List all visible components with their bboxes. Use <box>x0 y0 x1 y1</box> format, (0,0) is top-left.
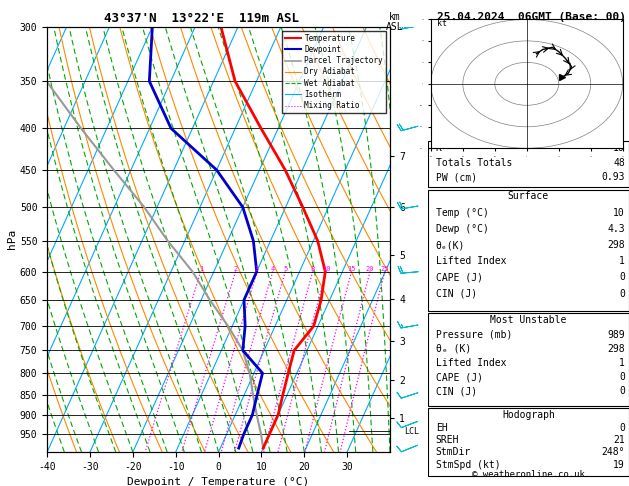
Text: 25.04.2024  06GMT (Base: 00): 25.04.2024 06GMT (Base: 00) <box>437 12 626 22</box>
Text: Totals Totals: Totals Totals <box>436 158 512 168</box>
Text: 1: 1 <box>619 256 625 266</box>
X-axis label: Dewpoint / Temperature (°C): Dewpoint / Temperature (°C) <box>128 477 309 486</box>
Text: StmDir: StmDir <box>436 447 471 457</box>
Text: θₑ(K): θₑ(K) <box>436 240 465 250</box>
Text: PW (cm): PW (cm) <box>436 172 477 182</box>
Text: 0: 0 <box>619 289 625 299</box>
Bar <box>428 190 629 311</box>
Text: 20: 20 <box>366 265 374 272</box>
Text: 5: 5 <box>283 265 287 272</box>
Text: 10: 10 <box>322 265 330 272</box>
Text: 1: 1 <box>619 358 625 368</box>
Text: km
ASL: km ASL <box>386 12 404 32</box>
Text: 25: 25 <box>381 265 389 272</box>
Text: LCL: LCL <box>404 427 419 436</box>
Text: 989: 989 <box>608 330 625 340</box>
Bar <box>428 313 629 406</box>
Text: 0.93: 0.93 <box>601 172 625 182</box>
Text: 8: 8 <box>311 265 315 272</box>
Text: 4.3: 4.3 <box>608 224 625 234</box>
Text: 0: 0 <box>619 422 625 433</box>
Text: EH: EH <box>436 422 447 433</box>
Text: 0: 0 <box>619 273 625 282</box>
Text: 4: 4 <box>270 265 275 272</box>
Text: 3: 3 <box>255 265 259 272</box>
Text: Temp (°C): Temp (°C) <box>436 208 489 218</box>
Text: Most Unstable: Most Unstable <box>490 315 567 326</box>
Text: SREH: SREH <box>436 435 459 445</box>
Text: Surface: Surface <box>508 191 549 202</box>
Text: kt: kt <box>437 19 447 28</box>
Text: 43°37'N  13°22'E  119m ASL: 43°37'N 13°22'E 119m ASL <box>104 12 299 25</box>
Text: CAPE (J): CAPE (J) <box>436 372 483 382</box>
Text: Lifted Index: Lifted Index <box>436 256 506 266</box>
Text: θₑ (K): θₑ (K) <box>436 344 471 354</box>
Text: StmSpd (kt): StmSpd (kt) <box>436 460 501 469</box>
Text: Pressure (mb): Pressure (mb) <box>436 330 512 340</box>
Text: 0: 0 <box>619 372 625 382</box>
Text: 2: 2 <box>233 265 238 272</box>
Text: CIN (J): CIN (J) <box>436 289 477 299</box>
Text: 21: 21 <box>613 435 625 445</box>
Text: 19: 19 <box>613 460 625 469</box>
Bar <box>428 141 629 187</box>
Bar <box>428 408 629 476</box>
Text: 10: 10 <box>613 208 625 218</box>
Text: Hodograph: Hodograph <box>502 410 555 420</box>
Text: 10: 10 <box>613 143 625 154</box>
Text: Dewp (°C): Dewp (°C) <box>436 224 489 234</box>
Text: K: K <box>436 143 442 154</box>
Text: 1: 1 <box>199 265 203 272</box>
Text: 0: 0 <box>619 386 625 397</box>
Text: 298: 298 <box>608 240 625 250</box>
Text: 48: 48 <box>613 158 625 168</box>
Text: © weatheronline.co.uk: © weatheronline.co.uk <box>472 469 585 479</box>
Y-axis label: hPa: hPa <box>7 229 17 249</box>
Text: CIN (J): CIN (J) <box>436 386 477 397</box>
Legend: Temperature, Dewpoint, Parcel Trajectory, Dry Adiabat, Wet Adiabat, Isotherm, Mi: Temperature, Dewpoint, Parcel Trajectory… <box>282 31 386 113</box>
Text: 248°: 248° <box>601 447 625 457</box>
Text: Lifted Index: Lifted Index <box>436 358 506 368</box>
Text: 15: 15 <box>347 265 356 272</box>
Text: 298: 298 <box>608 344 625 354</box>
Text: CAPE (J): CAPE (J) <box>436 273 483 282</box>
